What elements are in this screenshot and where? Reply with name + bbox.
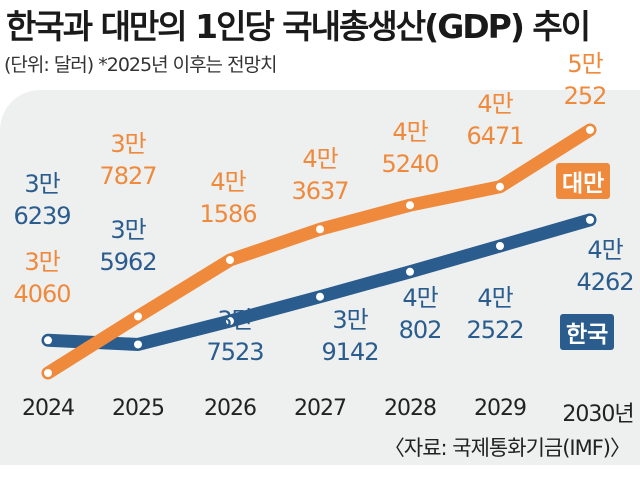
chart-subtitle: (단위: 달러) *2025년 이후는 전망치	[4, 54, 278, 76]
data-label-line: 4만	[402, 284, 438, 312]
data-point	[406, 267, 414, 276]
data-label-line: 3만	[110, 130, 146, 158]
data-label: 4만 2522	[466, 282, 524, 346]
data-label: 3만 7827	[99, 128, 157, 192]
data-label-line: 7827	[99, 162, 157, 190]
data-label-line: 4만	[477, 90, 513, 118]
data-point	[44, 336, 52, 345]
data-point	[496, 182, 504, 191]
data-label-line: 4만	[477, 284, 513, 312]
x-tick-label: 2026	[204, 396, 257, 421]
data-label-line: 3만	[24, 248, 60, 276]
data-label: 3만 5962	[99, 214, 157, 278]
data-label-line: 7523	[206, 338, 264, 366]
data-point	[44, 369, 52, 377]
data-point	[226, 256, 234, 265]
chart-title: 한국과 대만의 1인당 국내총생산(GDP) 추이	[6, 7, 591, 46]
source-note: 〈자료: 국제통화기금(IMF)〉	[383, 436, 631, 460]
data-label-line: 3만	[332, 306, 368, 334]
data-label-line: 802	[398, 316, 443, 344]
x-tick-label: 2025	[112, 396, 165, 421]
x-tick-label: 2029	[474, 396, 527, 421]
data-label: 5만 252	[563, 48, 608, 112]
data-label-line: 3만	[217, 306, 253, 334]
data-point	[226, 317, 234, 326]
data-label: 4만 5240	[381, 116, 439, 180]
data-label-line: 3만	[110, 216, 146, 244]
data-point	[316, 225, 324, 234]
data-point	[496, 241, 504, 250]
data-label-line: 5962	[99, 248, 157, 276]
data-label-line: 9142	[321, 338, 379, 366]
data-point	[406, 201, 414, 210]
legend-korea: 한국	[560, 314, 615, 350]
data-label-line: 1586	[199, 200, 257, 228]
data-label: 4만 3637	[291, 143, 349, 207]
data-label: 4만 1586	[199, 166, 257, 230]
data-point	[134, 312, 142, 321]
data-label-line: 3637	[291, 177, 349, 205]
data-label-line: 6239	[13, 202, 71, 230]
data-label: 4만 4262	[576, 234, 634, 298]
data-label-line: 4만	[302, 145, 338, 173]
data-label: 3만 7523	[206, 304, 264, 368]
x-tick-label: 2028	[384, 396, 437, 421]
x-tick-label: 2030년	[562, 402, 634, 427]
data-label-line: 252	[563, 82, 608, 110]
legend-taiwan: 대만	[556, 163, 611, 199]
data-label: 3만 4060	[13, 246, 71, 310]
data-label-line: 4060	[13, 280, 71, 308]
data-label: 3만 9142	[321, 304, 379, 368]
x-tick-label: 2027	[294, 396, 347, 421]
data-label: 4만 802	[398, 282, 443, 346]
data-label-line: 3만	[24, 170, 60, 198]
data-point	[134, 340, 142, 349]
data-label-line: 4만	[210, 168, 246, 196]
data-label-line: 4262	[576, 268, 634, 296]
chart-background	[0, 90, 640, 465]
data-point	[586, 215, 594, 224]
data-label-line: 6471	[466, 122, 524, 150]
data-label: 3만 6239	[13, 168, 71, 232]
data-point	[586, 125, 594, 134]
data-label-line: 4만	[392, 118, 428, 146]
data-label-line: 2522	[466, 316, 524, 344]
data-point	[316, 292, 324, 301]
data-label-line: 5240	[381, 150, 439, 178]
data-label: 4만 6471	[466, 88, 524, 152]
data-label-line: 5만	[567, 50, 603, 78]
data-label-line: 4만	[587, 236, 623, 264]
x-tick-label: 2024	[22, 396, 75, 421]
